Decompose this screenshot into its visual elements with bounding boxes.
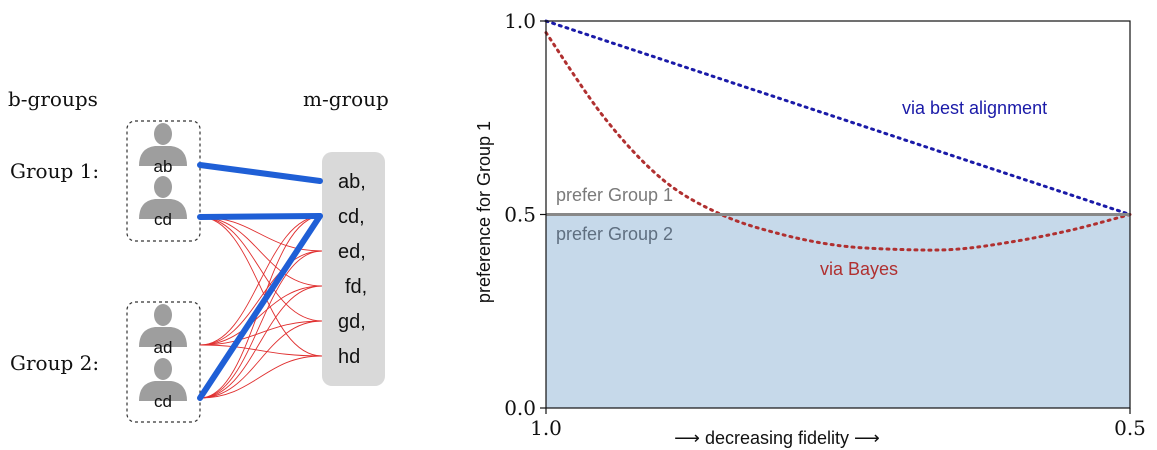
m-group-item: cd, (338, 206, 365, 228)
m-group-item: ed, (338, 241, 366, 263)
member-label: cd (154, 392, 172, 411)
x-tick-label: 0.5 (1114, 416, 1146, 440)
weak-link (199, 320, 323, 346)
x-tick-label: 1.0 (530, 416, 562, 440)
link-cd-cd-group2 (197, 213, 323, 401)
b-groups-label: b-groups (8, 87, 98, 111)
best-alignment-links (197, 162, 323, 401)
weak-link (199, 216, 323, 287)
m-group-label: m-group (303, 87, 389, 111)
m-group-item: fd, (345, 276, 367, 298)
series-label-best-alignment: via best alignment (902, 98, 1047, 118)
weak-link (199, 285, 323, 346)
y-tick-label: 1.0 (504, 9, 536, 33)
group-2-label: Group 2: (10, 351, 99, 375)
weak-link (199, 215, 323, 346)
weak-link (199, 285, 323, 399)
weak-link (199, 216, 323, 357)
y-tick-label: 0.5 (504, 203, 536, 227)
m-group-box (322, 152, 385, 386)
x-axis-label: ⟶ decreasing fidelity ⟶ (674, 428, 880, 448)
y-axis-label: preference for Group 1 (474, 121, 494, 303)
weak-link (199, 250, 323, 399)
series-line-best-alignment (544, 19, 1132, 216)
link-cd-cd-group1 (197, 213, 323, 220)
series-label-bayes: via Bayes (820, 259, 898, 279)
m-group-item: gd, (338, 311, 366, 333)
weak-link (199, 250, 323, 346)
link-ab-ab (197, 162, 323, 184)
m-group-item: hd (338, 346, 360, 368)
weak-link (199, 355, 323, 399)
above-threshold-label: prefer Group 1 (556, 185, 673, 205)
member-label: ab (154, 157, 173, 176)
y-tick-label: 0.0 (504, 396, 536, 420)
m-group-item: ab, (338, 171, 366, 193)
preference-chart: 0.0 0.5 1.0 1.0 0.5 prefer Group 1 prefer Gr… (474, 9, 1146, 448)
series-line-bayes (544, 31, 1132, 252)
weak-link (199, 216, 323, 322)
group-2-box (126, 301, 201, 423)
alignment-diagram: b-groups m-group Group 1: Group 2: ab cd… (8, 87, 389, 423)
below-threshold-label: prefer Group 2 (556, 224, 673, 244)
axis-ticks: 0.0 0.5 1.0 1.0 0.5 (504, 9, 1146, 440)
member-label: ad (154, 338, 173, 357)
member-label: cd (154, 210, 172, 229)
group-1-label: Group 1: (10, 159, 99, 183)
weak-link (199, 344, 323, 357)
weak-link (199, 320, 323, 399)
group-1-box (126, 120, 201, 242)
